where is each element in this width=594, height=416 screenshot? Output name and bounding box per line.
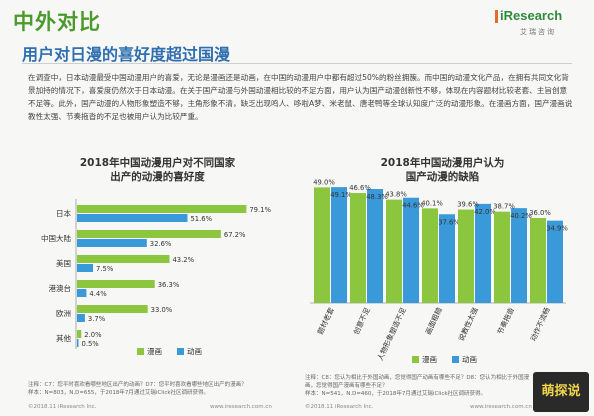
copyright-left: ©2018.11 iResearch Inc. (28, 404, 97, 410)
brand-logo-mark (495, 10, 498, 23)
chart-2-title-line-1: 2018年中国动漫用户认为 (380, 157, 505, 169)
chart-1-data-label: 43.2% (172, 256, 194, 264)
chart-1-bar-donghua (77, 214, 188, 222)
chart-1-data-label: 2.0% (84, 331, 102, 339)
chart-1-category-label: 日本 (56, 208, 71, 218)
chart-1-title-line-2: 出产的动漫的喜好度 (110, 171, 205, 183)
chart-2-bar-donghua (403, 197, 419, 303)
chart-1-data-label: 33.0% (151, 306, 173, 314)
chart-2-category-label: 动作不流畅 (528, 306, 551, 342)
chart-1-bar-donghua (77, 339, 79, 347)
chart-2-bar-donghua (475, 203, 491, 303)
chart-2-data-label: 43.8% (385, 191, 407, 199)
summary-paragraph: 在调查中，日本动漫最受中国动漫用户的喜爱，无论是漫画还是动画，在中国的动漫用户中… (28, 73, 573, 121)
chart-1-data-label: 51.6% (190, 215, 212, 223)
chart-2-legend-label: 漫画 (422, 354, 437, 364)
chart-2-bar-donghua (439, 214, 455, 303)
chart-2-bar-manhua (386, 199, 402, 303)
title-divider (22, 63, 572, 64)
brand-subtitle: 艾瑞咨询 (520, 28, 556, 36)
chart-2-data-label: 39.6% (457, 201, 479, 209)
footnote-right: 注释：C8：您认为相比于外国动画，您觉得国产动画有哪些不足？D8：您认为相比于外… (305, 374, 535, 398)
chart-2-category-label: 创意不足 (351, 306, 371, 336)
chart-2-title: 2018年中国动漫用户认为 国产动漫的缺陷 (320, 156, 565, 184)
chart-2-data-label: 36.0% (529, 209, 551, 217)
chart-2-data-label: 48.3% (366, 193, 388, 201)
chart-1-category-label: 美国 (56, 258, 71, 268)
copyright-right: ©2018.11 iResearch Inc. (305, 404, 374, 410)
chart-2-data-label: 42.0% (474, 208, 496, 216)
chart-2-data-label: 40.1% (421, 199, 443, 207)
chart-2-legend-swatch (412, 356, 419, 363)
brand-logo: iResearch (500, 8, 563, 23)
chart-2-data-label: 44.6% (402, 202, 424, 210)
chart-2-data-label: 49.0% (313, 178, 335, 186)
website-right: www.iresearch.com.cn (470, 404, 532, 410)
chart-2-bar-manhua (314, 187, 330, 303)
footnote-right-line-2: 样本：N=541，N.D=460，于2018年7月通过艾瑞iClick社区调研获… (305, 391, 487, 397)
chart-1-data-label: 36.3% (158, 281, 180, 289)
chart-1-bar-manhua (77, 230, 221, 238)
chart-1-data-label: 3.7% (88, 315, 106, 323)
chart-1-data-label: 0.5% (82, 340, 100, 348)
chart-1-title: 2018年中国动漫用户对不同国家 出产的动漫的喜好度 (40, 156, 275, 184)
footnote-left-line-1: 注释：C7：您平时喜欢看哪些地区出产的动画？D7：您平时喜欢看哪些地区出产的漫画… (28, 382, 247, 388)
chart-2-data-label: 40.2% (510, 212, 532, 220)
chart-1-bar-donghua (77, 239, 147, 247)
chart-1-bar-manhua (77, 280, 155, 288)
footnote-left: 注释：C7：您平时喜欢看哪些地区出产的动画？D7：您平时喜欢看哪些地区出产的漫画… (28, 381, 288, 397)
chart-1-bar-donghua (77, 289, 87, 297)
chart-1-legend-label: 动画 (187, 346, 202, 356)
chart-1-bar-donghua (77, 264, 94, 272)
chart-2-bar-manhua (422, 208, 438, 303)
chart-2-category-label: 人物形象塑造不足 (375, 306, 407, 362)
chart-2-title-line-2: 国产动漫的缺陷 (405, 171, 480, 183)
chart-2-category-label: 画面粗糙 (423, 306, 443, 336)
chart-2-bar-donghua (511, 208, 527, 303)
chart-1-data-label: 7.5% (96, 265, 114, 273)
chart-1-category-label: 欧洲 (56, 308, 71, 318)
chart-1-data-label: 4.4% (89, 290, 107, 298)
chart-2-data-label: 46.6% (349, 184, 371, 192)
chart-1-category-label: 其他 (56, 333, 71, 343)
chart-2-category-label: 节奏拖沓 (495, 306, 515, 336)
chart-1-bar-manhua (77, 205, 247, 213)
page-title: 用户对日漫的喜好度超过国漫 (22, 45, 231, 64)
chart-1-data-label: 32.6% (150, 240, 172, 248)
chart-1-legend-swatch (137, 348, 144, 355)
chart-2-bar-manhua (530, 218, 546, 303)
chart-2-bar-donghua (367, 189, 383, 303)
chart-1-bar-manhua (77, 255, 170, 263)
chart-1-legend-swatch (177, 348, 184, 355)
chart-2-data-label: 38.7% (493, 203, 515, 211)
chart-1-category-label: 中国大陆 (41, 233, 71, 243)
chart-2-bar-donghua (331, 187, 347, 303)
chart-1-title-line-1: 2018年中国动漫用户对不同国家 (79, 157, 236, 169)
chart-2-legend-label: 动画 (462, 354, 477, 364)
chart-1-category-label: 港澳台 (49, 283, 72, 293)
chart-1-data-label: 67.2% (224, 231, 246, 239)
chart-2-data-label: 49.1% (330, 191, 352, 199)
footnote-right-line-1: 注释：C8：您认为相比于外国动画，您觉得国产动画有哪些不足？D8：您认为相比于外… (305, 375, 530, 389)
chart-1-bar-manhua (77, 330, 82, 338)
chart-2-data-label: 34.9% (546, 225, 568, 233)
chart-2-bar-manhua (350, 193, 366, 303)
chart-2-bar-donghua (547, 220, 563, 303)
watermark-badge: 萌探说 (533, 372, 589, 412)
chart-2-category-label: 说教性太强 (456, 306, 479, 342)
footnote-left-line-2: 样本：N=803，N.D=655，于2018年7月通过艾瑞iClick社区调研获… (28, 390, 210, 396)
chart-2-bar-manhua (458, 209, 474, 303)
chart-1-bar-manhua (77, 305, 148, 313)
chart-2-bar-manhua (494, 211, 510, 303)
chart-1-bar-donghua (77, 314, 85, 322)
chart-2-category-label: 题材老套 (315, 306, 335, 336)
website-left: www.iresearch.com.cn (210, 404, 272, 410)
chart-2-legend-swatch (452, 356, 459, 363)
chart-2-data-label: 37.6% (438, 218, 460, 226)
chart-1-data-label: 79.1% (249, 206, 271, 214)
chart-1-legend-label: 漫画 (147, 346, 162, 356)
section-title: 中外对比 (13, 10, 101, 34)
